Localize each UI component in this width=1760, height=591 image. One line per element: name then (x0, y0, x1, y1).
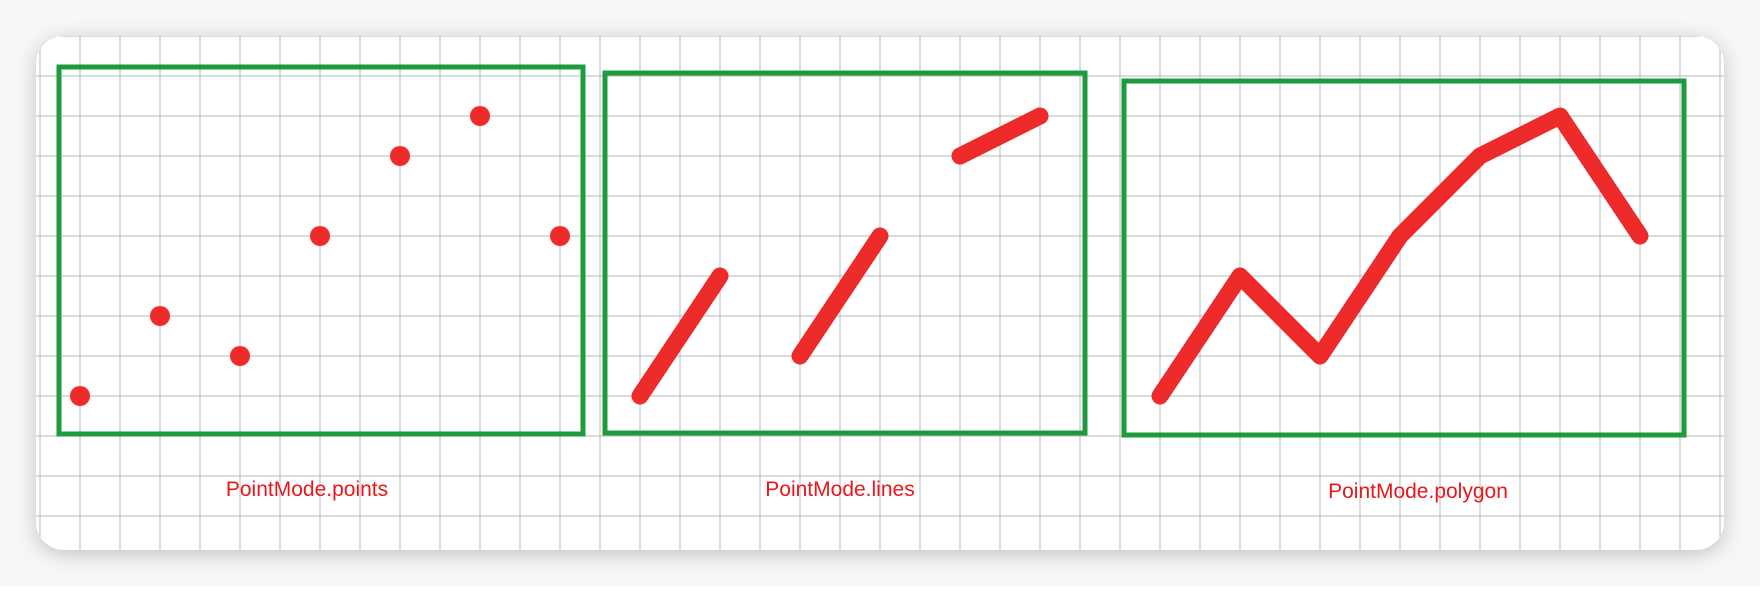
caption-lines: PointMode.lines (765, 478, 914, 501)
panel-polygon: PointMode.polygon (1121, 78, 1687, 503)
panel-points: PointMode.points (56, 64, 586, 501)
marks (631, 107, 1049, 405)
polyline-path (1151, 107, 1649, 405)
frame (56, 64, 586, 437)
line-segment-2 (951, 107, 1049, 165)
point-5 (470, 106, 490, 126)
grid (36, 36, 1724, 550)
marks (70, 106, 570, 406)
marks (1151, 107, 1649, 405)
line-segment-0 (631, 267, 729, 405)
point-0 (70, 386, 90, 406)
point-6 (550, 226, 570, 246)
point-3 (310, 226, 330, 246)
caption-polygon: PointMode.polygon (1328, 480, 1508, 503)
point-1 (150, 306, 170, 326)
point-2 (230, 346, 250, 366)
line-segment-1 (791, 227, 889, 365)
point-4 (390, 146, 410, 166)
frame (1121, 78, 1687, 438)
panel-lines: PointMode.lines (602, 70, 1088, 501)
caption-points: PointMode.points (226, 478, 388, 501)
frame (602, 70, 1088, 436)
